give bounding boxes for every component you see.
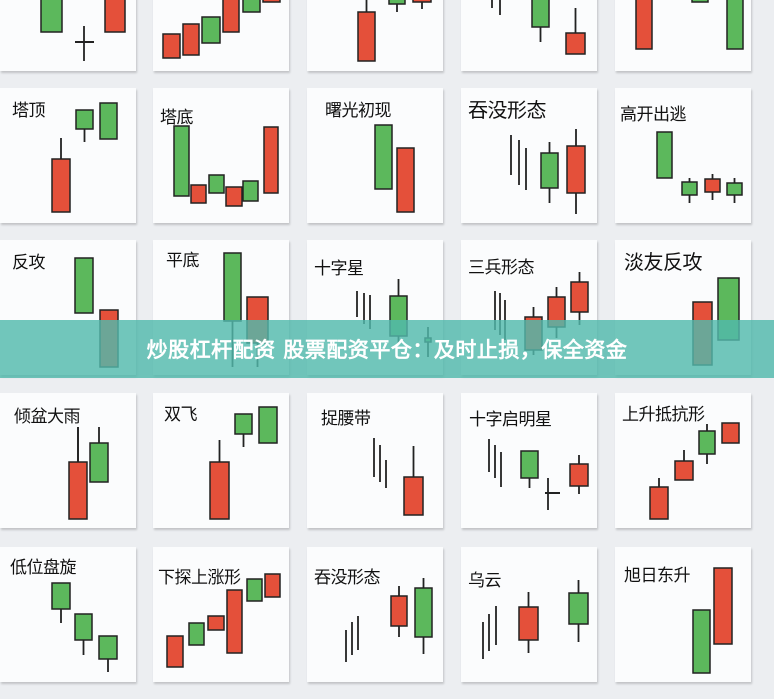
candle-red bbox=[721, 422, 740, 444]
pattern-title: 反攻 bbox=[12, 253, 46, 273]
candle-green bbox=[223, 252, 242, 322]
pattern-title: 吞没形态 bbox=[314, 568, 381, 588]
candle-green bbox=[258, 406, 278, 444]
pattern-title: 高开出逃 bbox=[620, 105, 687, 125]
candle-red bbox=[357, 11, 376, 62]
candle-green bbox=[234, 413, 253, 435]
candle-green bbox=[89, 442, 109, 483]
candle-green bbox=[540, 152, 559, 189]
candle-red bbox=[263, 126, 279, 194]
candle-green bbox=[698, 430, 716, 455]
candle-red bbox=[403, 476, 424, 516]
candle-green bbox=[568, 592, 589, 625]
candle-red bbox=[222, 0, 240, 33]
pattern-title: 塔顶 bbox=[12, 101, 46, 121]
candle-green bbox=[531, 0, 550, 28]
candle-green bbox=[374, 124, 393, 190]
candle-red bbox=[565, 32, 586, 55]
pattern-title: 旭日东升 bbox=[624, 566, 691, 586]
candle-green bbox=[726, 0, 744, 50]
candle-green bbox=[51, 582, 71, 610]
candle-red bbox=[209, 461, 230, 520]
candle-green bbox=[201, 16, 221, 44]
candle-red bbox=[264, 573, 281, 598]
pattern-title: 下探上涨形 bbox=[158, 568, 241, 588]
pattern-title: 塔底 bbox=[160, 108, 194, 128]
candle-red bbox=[166, 635, 184, 668]
pattern-title: 捉腰带 bbox=[321, 409, 371, 429]
candle-red bbox=[569, 463, 589, 487]
candle-green bbox=[520, 450, 539, 479]
candle-red bbox=[635, 0, 653, 50]
candle-green bbox=[388, 0, 406, 5]
candle-green bbox=[656, 131, 673, 179]
pattern-card bbox=[0, 393, 136, 528]
candle-red bbox=[412, 0, 432, 3]
candle-red bbox=[674, 460, 694, 481]
candle-green bbox=[242, 180, 259, 202]
banner-text: 炒股杠杆配资 股票配资平仓：及时止损，保全资金 bbox=[146, 338, 628, 362]
candle-green bbox=[726, 182, 743, 196]
candle-red bbox=[713, 567, 733, 645]
candle-red bbox=[390, 595, 408, 627]
candle-green bbox=[75, 109, 94, 130]
pattern-title: 低位盘旋 bbox=[10, 558, 77, 578]
pattern-title: 吞没形态 bbox=[468, 98, 547, 122]
candle-red bbox=[518, 606, 539, 641]
pattern-title: 十字启明星 bbox=[469, 410, 552, 430]
candle-green bbox=[74, 257, 94, 314]
candle-green bbox=[173, 125, 190, 197]
pattern-card bbox=[615, 88, 751, 223]
candle-red bbox=[704, 178, 721, 193]
candle-green bbox=[40, 0, 63, 33]
candle-red bbox=[104, 0, 126, 33]
candle-green bbox=[692, 609, 711, 674]
pattern-title: 曙光初现 bbox=[325, 101, 392, 121]
candle-red bbox=[396, 147, 415, 213]
pattern-title: 平底 bbox=[166, 251, 200, 271]
candle-green bbox=[98, 635, 118, 660]
banner: 炒股杠杆配资 股票配资平仓：及时止损，保全资金 bbox=[0, 320, 774, 378]
pattern-title: 上升抵抗形 bbox=[622, 405, 705, 425]
pattern-title: 双飞 bbox=[164, 405, 198, 425]
candle-red bbox=[225, 186, 243, 207]
candle-green bbox=[208, 174, 225, 194]
candle-red bbox=[68, 461, 88, 520]
candle-red bbox=[207, 615, 225, 631]
candle-green bbox=[691, 0, 709, 3]
candle-green bbox=[242, 0, 261, 13]
candle-green bbox=[99, 102, 118, 140]
pattern-title: 淡友反攻 bbox=[624, 250, 703, 274]
candle-red bbox=[190, 184, 207, 204]
candle-red bbox=[649, 486, 669, 520]
candle-red bbox=[226, 589, 243, 654]
candle-green bbox=[74, 613, 93, 641]
candle-red bbox=[566, 145, 586, 194]
pattern-title: 三兵形态 bbox=[468, 258, 535, 278]
candle-red bbox=[51, 158, 71, 213]
candle-red bbox=[262, 0, 281, 3]
candle-red bbox=[162, 33, 181, 59]
candle-red bbox=[182, 23, 200, 56]
candle-green bbox=[246, 578, 263, 602]
candle-green bbox=[681, 181, 698, 196]
candle-red bbox=[570, 281, 589, 313]
pattern-title: 乌云 bbox=[468, 571, 502, 591]
pattern-title: 十字星 bbox=[314, 259, 364, 279]
pattern-title: 倾盆大雨 bbox=[14, 407, 81, 427]
candle-green bbox=[414, 587, 433, 638]
candle-green bbox=[188, 622, 205, 646]
